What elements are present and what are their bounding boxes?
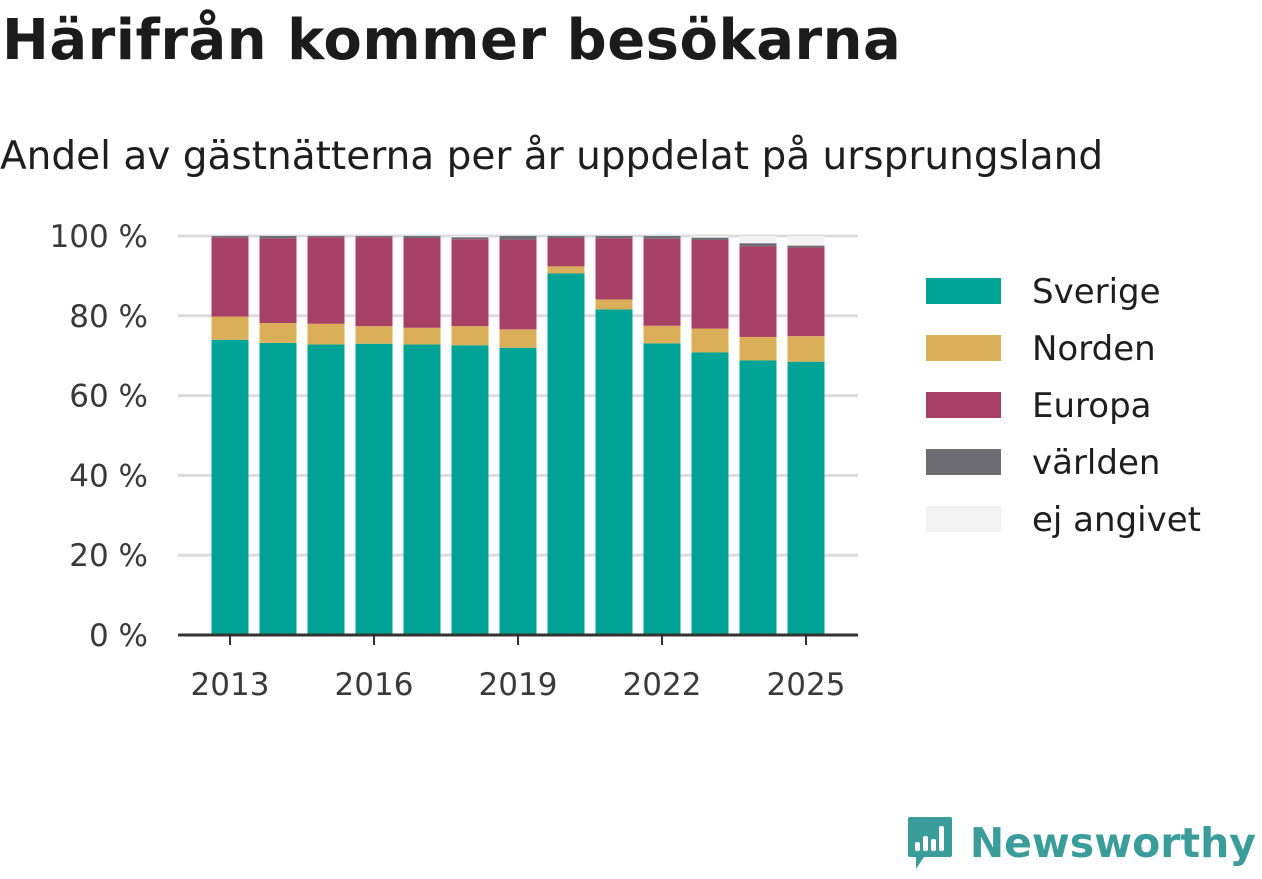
bar-segment-Norden xyxy=(739,336,777,361)
y-tick-label: 60 % xyxy=(69,379,148,415)
bar-segment-ej-angivet xyxy=(787,236,825,246)
legend-swatch xyxy=(926,392,1001,418)
newsworthy-logo-icon xyxy=(907,817,952,869)
bar-segment-Sverige xyxy=(547,273,585,635)
bar-segment-världen xyxy=(355,236,393,238)
bar-segment-Sverige xyxy=(787,361,825,635)
bar-segment-Norden xyxy=(211,316,249,340)
brand-name: Newsworthy xyxy=(969,819,1256,867)
bar-segment-Sverige xyxy=(739,360,777,635)
bar-segment-Norden xyxy=(499,329,537,348)
bar-segment-Norden xyxy=(691,328,729,353)
bar-segment-Europa xyxy=(643,238,681,326)
bar-segment-Sverige xyxy=(355,343,393,635)
legend-label: Europa xyxy=(1032,386,1152,426)
bar-segment-världen xyxy=(595,236,633,239)
legend-swatch xyxy=(926,449,1001,475)
bar-segment-världen xyxy=(211,236,249,238)
x-tick-label: 2019 xyxy=(479,667,558,703)
legend-label: världen xyxy=(1032,443,1161,483)
legend-swatch xyxy=(926,335,1001,361)
y-tick-label: 100 % xyxy=(50,219,148,255)
legend-label: ej angivet xyxy=(1032,500,1201,540)
bar-segment-Norden xyxy=(595,299,633,310)
legend-swatch xyxy=(926,278,1001,304)
bar-segment-världen xyxy=(499,236,537,240)
axes xyxy=(178,633,858,645)
chart-subtitle: Andel av gästnätterna per år uppdelat på… xyxy=(0,134,1104,179)
bar-segment-Europa xyxy=(595,238,633,300)
bar-segment-världen xyxy=(307,236,345,238)
bar-segment-Norden xyxy=(355,326,393,344)
y-axis-labels: 0 % 20 % 40 % 60 % 80 % 100 % xyxy=(50,219,148,654)
bar-segment-världen xyxy=(691,237,729,240)
bar-segment-Europa xyxy=(547,237,585,267)
bar-segment-Norden xyxy=(307,323,345,345)
bar-segment-Sverige xyxy=(403,344,441,635)
legend-swatch xyxy=(926,506,1001,532)
legend-label: Sverige xyxy=(1032,272,1161,312)
y-tick-label: 20 % xyxy=(69,538,148,574)
x-tick-label: 2013 xyxy=(191,667,270,703)
bar-segment-ej-angivet xyxy=(451,236,489,238)
bar-segment-världen xyxy=(451,237,489,240)
bar-segment-världen xyxy=(787,245,825,248)
bar-segment-Norden xyxy=(787,336,825,362)
y-tick-label: 80 % xyxy=(69,299,148,335)
bar-segment-Sverige xyxy=(451,345,489,635)
bar-segment-Norden xyxy=(451,326,489,346)
brand: Newsworthy xyxy=(906,815,1256,871)
bar-segment-Norden xyxy=(547,266,585,274)
bar-segment-världen xyxy=(739,243,777,247)
bar-segment-Sverige xyxy=(259,342,297,635)
bar-segment-Norden xyxy=(259,322,297,343)
x-tick-label: 2022 xyxy=(623,667,702,703)
x-tick-label: 2025 xyxy=(767,667,846,703)
bar-segment-Europa xyxy=(739,246,777,337)
x-tick-label: 2016 xyxy=(335,667,414,703)
bar-segment-världen xyxy=(643,236,681,239)
bar-segment-ej-angivet xyxy=(691,236,729,238)
y-tick-label: 40 % xyxy=(69,458,148,494)
bars xyxy=(211,236,825,635)
bar-segment-Sverige xyxy=(691,352,729,635)
legend-label: Norden xyxy=(1032,329,1156,369)
bar-segment-Sverige xyxy=(307,344,345,635)
bar-segment-ej-angivet xyxy=(739,236,777,244)
bar-segment-Europa xyxy=(787,247,825,337)
x-axis-labels: 2013 2016 2019 2022 2025 xyxy=(191,667,846,703)
bar-segment-Norden xyxy=(403,327,441,345)
bar-segment-Europa xyxy=(691,239,729,329)
y-tick-label: 0 % xyxy=(89,618,148,654)
bar-segment-Europa xyxy=(451,239,489,327)
bar-segment-Europa xyxy=(259,238,297,323)
bar-segment-Sverige xyxy=(499,347,537,635)
bar-segment-Europa xyxy=(355,237,393,327)
bar-segment-Sverige xyxy=(211,339,249,635)
bar-segment-Sverige xyxy=(643,343,681,635)
bar-segment-Europa xyxy=(499,239,537,330)
bar-segment-Sverige xyxy=(595,309,633,635)
bar-segment-Europa xyxy=(307,237,345,324)
bar-segment-Europa xyxy=(211,237,249,317)
bar-segment-världen xyxy=(547,236,585,238)
bar-segment-Europa xyxy=(403,237,441,328)
chart-title: Härifrån kommer besökarna xyxy=(2,8,902,73)
bar-segment-världen xyxy=(259,236,297,239)
bar-segment-Norden xyxy=(643,325,681,344)
bar-segment-världen xyxy=(403,236,441,238)
